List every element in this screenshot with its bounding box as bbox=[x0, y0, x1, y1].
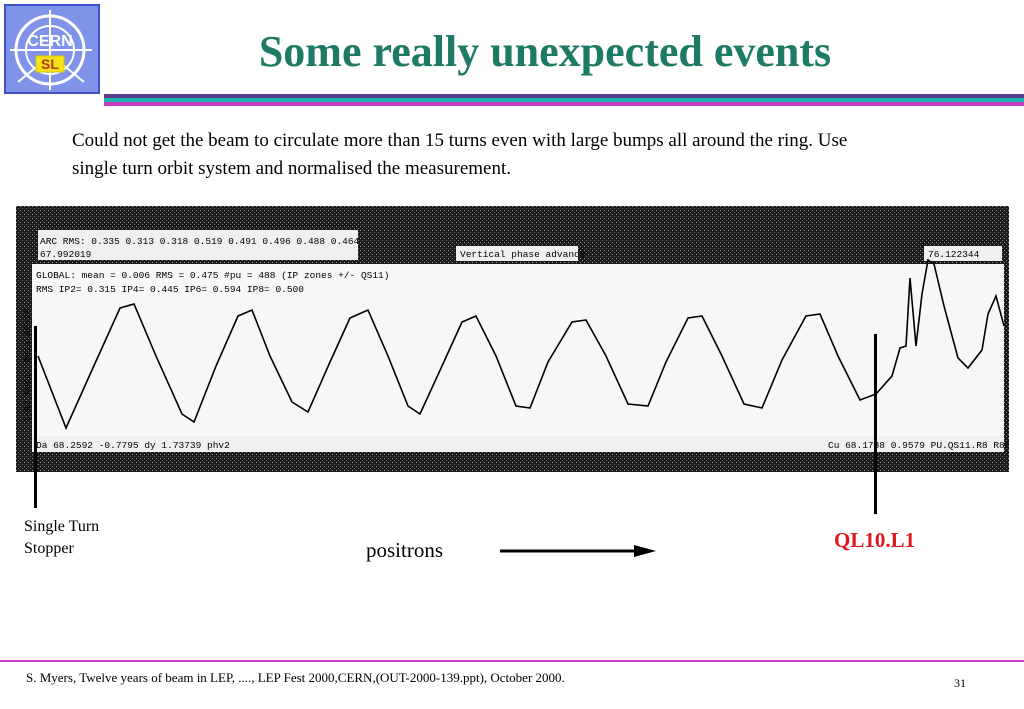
bottom-right-text: Cu 68.1788 0.9579 PU.QS11.R8 R85 bbox=[828, 440, 1009, 451]
plot-area bbox=[32, 264, 1004, 436]
title-rule-teal bbox=[104, 98, 1024, 102]
footer-rule bbox=[0, 660, 1024, 662]
direction-arrow-icon bbox=[500, 545, 656, 557]
right-value-text: 76.122344 bbox=[928, 249, 980, 260]
phase-advance-trace bbox=[37, 258, 1005, 431]
header-box-center bbox=[456, 246, 578, 261]
positrons-label: positrons bbox=[366, 538, 444, 562]
footer-citation: S. Myers, Twelve years of beam in LEP, .… bbox=[26, 670, 565, 685]
title-rule-purple bbox=[104, 94, 1024, 98]
rms-line-text: RMS IP2= 0.315 IP4= 0.445 IP6= 0.594 IP8… bbox=[36, 284, 304, 295]
cern-sl-logo: CERN SL bbox=[4, 4, 100, 94]
footer-box bbox=[32, 436, 1004, 452]
cern-logo-icon: CERN SL bbox=[10, 10, 92, 90]
bottom-left-text: Da 68.2592 -0.7795 dy 1.73739 phv2 bbox=[36, 440, 230, 451]
title-rule bbox=[104, 94, 1024, 108]
center-label-text: Vertical phase advance bbox=[460, 249, 586, 260]
orbit-measurement-screen: ARC RMS: 0.335 0.313 0.318 0.519 0.491 0… bbox=[16, 206, 1009, 472]
side-label-text: 1-B1 Norct Beta 3E+28 bbox=[23, 309, 33, 422]
stopper-label-line2: Stopper bbox=[24, 540, 74, 557]
stopper-label-line1: Single Turn bbox=[24, 518, 100, 535]
logo-text-cern: CERN bbox=[27, 33, 72, 50]
page-number: 31 bbox=[954, 676, 966, 690]
left-value-text: 67.992019 bbox=[40, 249, 92, 260]
global-line-text: GLOBAL: mean = 0.006 RMS = 0.475 #pu = 4… bbox=[36, 270, 389, 281]
logo-text-sl: SL bbox=[41, 56, 59, 72]
stopper-marker-line bbox=[34, 326, 37, 508]
title-rule-magenta bbox=[104, 102, 1024, 106]
slide-body-text: Could not get the beam to circulate more… bbox=[72, 130, 848, 179]
single-turn-stopper-label: Single Turn Stopper bbox=[24, 516, 99, 560]
slide-title: Some really unexpected events bbox=[258, 27, 832, 76]
ql10-marker-line bbox=[874, 334, 877, 514]
header-box-right bbox=[924, 246, 1002, 261]
arc-rms-text: ARC RMS: 0.335 0.313 0.318 0.519 0.491 0… bbox=[40, 236, 360, 247]
ql10-l1-label: QL10.L1 bbox=[834, 528, 916, 552]
header-box-left bbox=[38, 230, 358, 260]
